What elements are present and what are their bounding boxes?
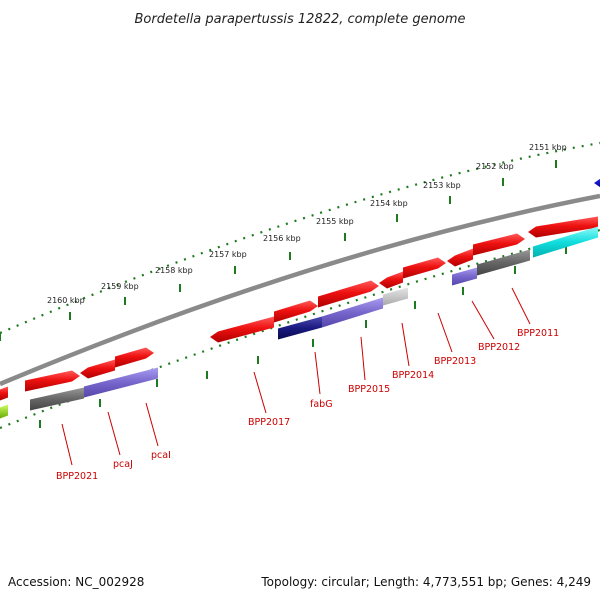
leader-line [253,371,267,414]
gene-label-bpp2014: BPP2014 [392,370,434,381]
gene-label-pcai: pcaI [151,450,171,461]
leader-line [511,287,531,325]
genome-summary-text: Topology: circular; Length: 4,773,551 bp… [260,575,591,589]
leader-line [437,312,453,353]
gene-arrow [477,249,530,276]
kbp-label: 2158 kbp [155,266,193,275]
gene-arrow [115,347,154,368]
gene-arrow [452,267,477,286]
gene-arrow [274,300,318,323]
gene-arrow [25,370,80,392]
gene-arrow [594,172,600,188]
genome-backbone [0,193,600,387]
gene-label-bpp2011: BPP2011 [517,328,559,339]
leader-line [401,322,410,367]
kbp-label: 2155 kbp [316,217,354,226]
gene-arrow [447,248,473,267]
gene-arrow [318,280,379,308]
kbp-label: 2160 kbp [47,296,85,305]
gene-label-bpp2021: BPP2021 [56,471,98,482]
kbp-label: 2151 kbp [529,143,567,152]
gene-features [0,172,600,419]
gene-label-bpp2017: BPP2017 [248,417,290,428]
gene-arrow [0,386,8,401]
kbp-label: 2159 kbp [101,282,139,291]
leader-line [360,336,366,381]
kbp-label: 2156 kbp [263,234,301,243]
leader-line [107,411,121,456]
leader-line [314,351,321,395]
gene-arrow [278,316,322,340]
kbp-label: 2152 kbp [476,162,514,171]
gene-arrow [473,233,525,256]
ruler-ticks [0,160,567,428]
gene-label-bpp2013: BPP2013 [434,356,476,367]
kbp-label: 2154 kbp [370,199,408,208]
gene-arrow [30,387,84,411]
map-title: Bordetella parapertussis 12822, complete… [135,12,466,27]
leader-line [61,423,73,466]
gene-arrow [322,297,383,328]
label-leaders [61,287,531,466]
gene-arrow [528,216,598,238]
accession-text: Accession: NC_002928 [8,575,144,589]
gene-arrow [84,367,158,398]
gene-label-fabg: fabG [310,399,333,410]
kbp-label: 2153 kbp [423,181,461,190]
gene-arrow [379,271,403,289]
gene-label-pcaj: pcaJ [113,459,133,470]
gene-arrow [210,316,274,343]
gene-arrow [0,404,8,419]
gene-arrow [533,226,598,258]
gene-label-bpp2012: BPP2012 [478,342,520,353]
kbp-label: 2157 kbp [209,250,247,259]
gene-arrow [383,287,408,306]
gene-arrow [403,257,446,279]
gene-label-bpp2015: BPP2015 [348,384,390,395]
leader-line [471,300,495,340]
gene-arrow [80,359,115,379]
leader-line [145,402,159,447]
